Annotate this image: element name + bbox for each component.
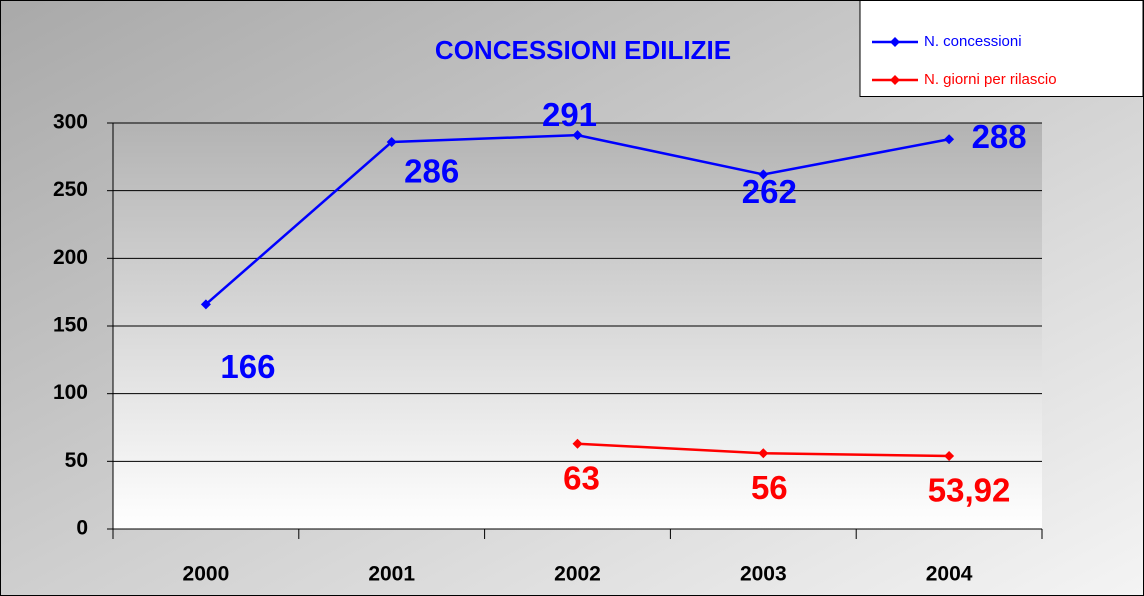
y-tick-label: 50 [65, 449, 88, 472]
legend-marker [890, 37, 900, 47]
marker [758, 169, 769, 180]
y-tick-label: 150 [53, 314, 88, 337]
data-label: 53,92 [928, 472, 1011, 509]
marker [758, 448, 769, 459]
chart-title: CONCESSIONI EDILIZIE [435, 35, 731, 65]
marker [944, 134, 955, 145]
data-label: 288 [972, 118, 1027, 155]
marker [572, 438, 583, 449]
data-label: 63 [563, 459, 600, 496]
x-tick-label: 2001 [368, 563, 415, 586]
data-label: 291 [542, 96, 597, 133]
legend-marker [890, 75, 900, 85]
data-label: 286 [404, 153, 459, 190]
marker [386, 136, 397, 147]
y-tick-label: 250 [53, 178, 88, 201]
legend-label: N. giorni per rilascio [924, 71, 1057, 88]
y-tick-label: 0 [76, 517, 88, 540]
marker [572, 130, 583, 141]
y-tick-label: 100 [53, 381, 88, 404]
y-tick-label: 200 [53, 246, 88, 269]
marker [200, 299, 211, 310]
data-label: 56 [751, 469, 788, 506]
y-tick-label: 300 [53, 111, 88, 134]
x-tick-label: 2000 [183, 563, 230, 586]
x-tick-label: 2003 [740, 563, 787, 586]
data-label: 166 [220, 348, 275, 385]
x-tick-label: 2004 [926, 563, 973, 586]
x-tick-label: 2002 [554, 563, 601, 586]
data-label: 262 [742, 173, 797, 210]
marker [944, 451, 955, 462]
legend-label: N. concessioni [924, 33, 1022, 50]
